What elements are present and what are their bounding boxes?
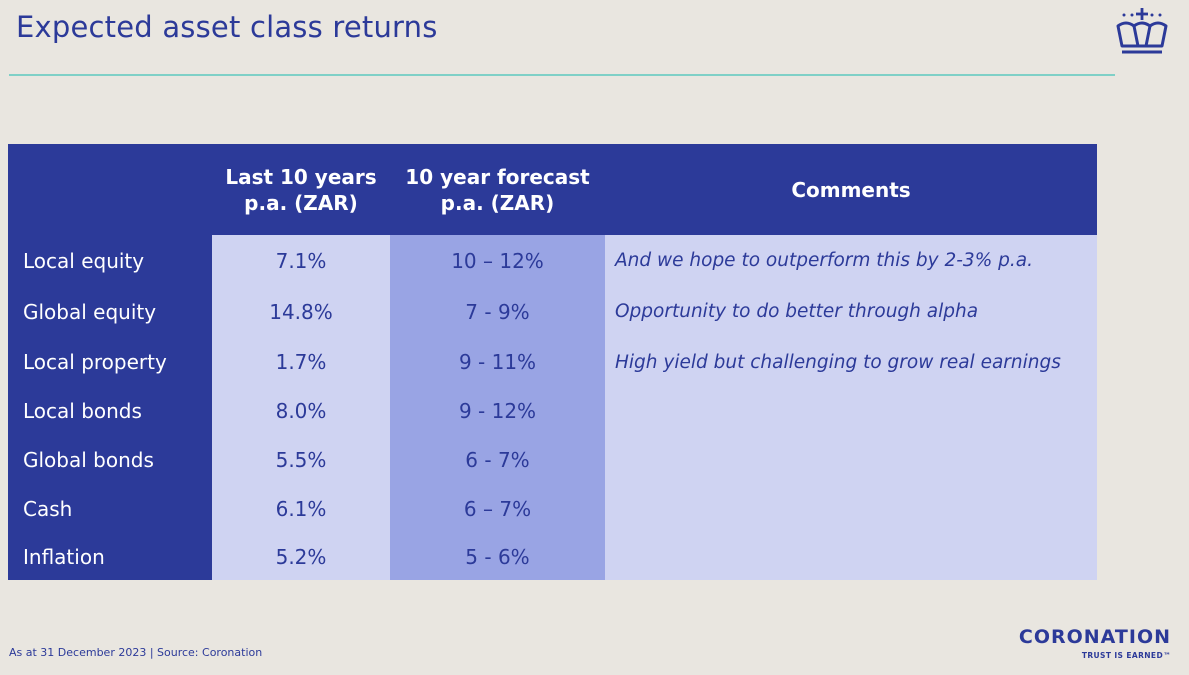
table-row: Global bonds 5.5% 6 - 7% bbox=[8, 435, 1097, 484]
brand-logo: CORONATION TRUST IS EARNED™ bbox=[1019, 626, 1171, 660]
forecast-value: 6 - 7% bbox=[390, 435, 605, 484]
forecast-value: 9 - 12% bbox=[390, 387, 605, 435]
table-row: Local bonds 8.0% 9 - 12% bbox=[8, 387, 1097, 435]
header-comments: Comments bbox=[605, 144, 1097, 235]
comment bbox=[605, 533, 1097, 580]
header-last-10-years: Last 10 years p.a. (ZAR) bbox=[212, 144, 390, 235]
comment bbox=[605, 484, 1097, 533]
brand-name: CORONATION bbox=[1018, 626, 1171, 648]
page-title: Expected asset class returns bbox=[16, 10, 438, 44]
title-divider bbox=[9, 74, 1115, 76]
forecast-value: 6 – 7% bbox=[390, 484, 605, 533]
forecast-value: 10 – 12% bbox=[390, 235, 605, 286]
last-10-years-value: 6.1% bbox=[212, 484, 390, 533]
last-10-years-value: 1.7% bbox=[212, 337, 390, 387]
asset-label: Local bonds bbox=[8, 387, 212, 435]
header-forecast: 10 year forecast p.a. (ZAR) bbox=[390, 144, 605, 235]
asset-label: Inflation bbox=[8, 533, 212, 580]
forecast-value: 5 - 6% bbox=[390, 533, 605, 580]
table-row: Global equity 14.8% 7 - 9% Opportunity t… bbox=[8, 286, 1097, 337]
returns-table: Last 10 years p.a. (ZAR) 10 year forecas… bbox=[8, 144, 1097, 580]
table-row: Cash 6.1% 6 – 7% bbox=[8, 484, 1097, 533]
comment bbox=[605, 387, 1097, 435]
comment: Opportunity to do better through alpha bbox=[605, 286, 1097, 337]
crown-icon bbox=[1116, 8, 1168, 54]
asset-label: Local equity bbox=[8, 235, 212, 286]
table-row: Local property 1.7% 9 - 11% High yield b… bbox=[8, 337, 1097, 387]
last-10-years-value: 14.8% bbox=[212, 286, 390, 337]
asset-label: Local property bbox=[8, 337, 212, 387]
asset-label: Cash bbox=[8, 484, 212, 533]
comment: And we hope to outperform this by 2-3% p… bbox=[605, 235, 1097, 286]
brand-tagline: TRUST IS EARNED™ bbox=[1081, 651, 1171, 660]
asset-label: Global equity bbox=[8, 286, 212, 337]
last-10-years-value: 5.2% bbox=[212, 533, 390, 580]
comment bbox=[605, 435, 1097, 484]
table-row: Local equity 7.1% 10 – 12% And we hope t… bbox=[8, 235, 1097, 286]
table-header-row: Last 10 years p.a. (ZAR) 10 year forecas… bbox=[8, 144, 1097, 235]
last-10-years-value: 8.0% bbox=[212, 387, 390, 435]
forecast-value: 9 - 11% bbox=[390, 337, 605, 387]
last-10-years-value: 7.1% bbox=[212, 235, 390, 286]
header-asset-class bbox=[8, 144, 212, 235]
comment: High yield but challenging to grow real … bbox=[605, 337, 1097, 387]
forecast-value: 7 - 9% bbox=[390, 286, 605, 337]
last-10-years-value: 5.5% bbox=[212, 435, 390, 484]
asset-label: Global bonds bbox=[8, 435, 212, 484]
source-footnote: As at 31 December 2023 | Source: Coronat… bbox=[9, 646, 263, 659]
table-row: Inflation 5.2% 5 - 6% bbox=[8, 533, 1097, 580]
